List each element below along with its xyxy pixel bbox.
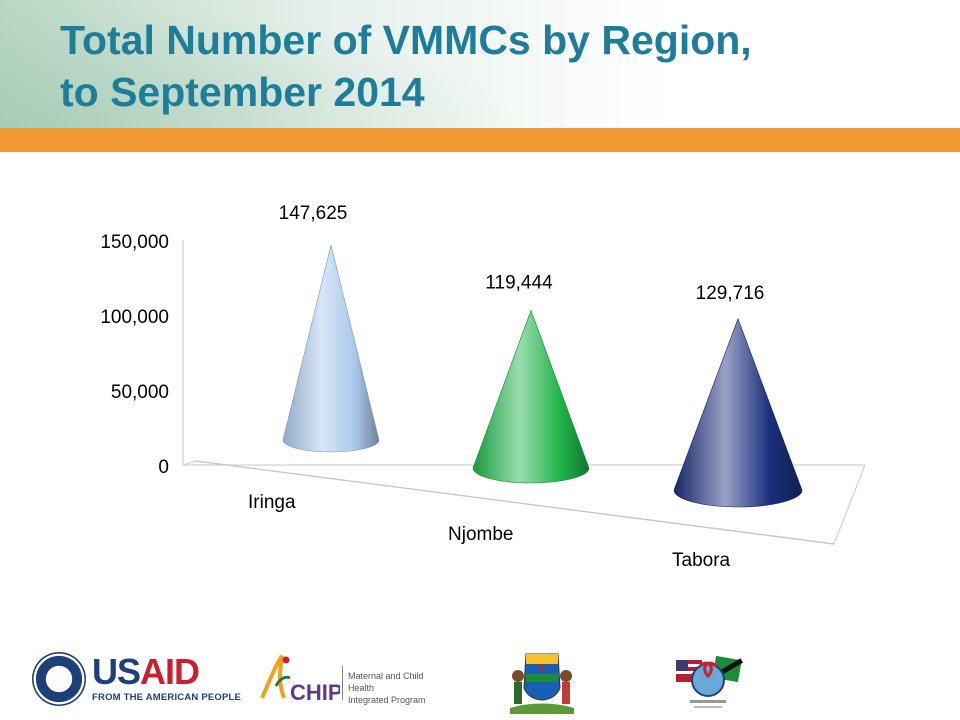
cone-bar-chart: 0 50,000 100,000 150,000 147,625 119,444 129,…: [100, 203, 866, 571]
slide-title-line-1: Total Number of VMMCs by Region,: [60, 17, 752, 63]
data-labels: 147,625 119,444 129,716: [279, 203, 765, 304]
cone-bar-iringa: [282, 245, 380, 453]
x-axis-ticks: Iringa Njombe Tabora: [248, 492, 731, 571]
usaid-aid: AID: [140, 651, 200, 692]
floor-sides: [182, 460, 866, 545]
cone-bar-tabora: [673, 317, 803, 508]
usaid-tagline: FROM THE AMERICAN PEOPLE: [92, 692, 242, 703]
chart-frame: [182, 240, 866, 545]
header-swoosh: [0, 0, 520, 128]
y-tick-label: 50,000: [111, 382, 169, 403]
x-tick-label-iringa: Iringa: [248, 492, 296, 513]
data-label-tabora: 129,716: [696, 283, 765, 304]
mchip-program-name: Maternal and Child Health Integrated Pro…: [348, 670, 436, 706]
y-axis-ticks: 0 50,000 100,000 150,000: [100, 232, 169, 478]
mchip-mark-text: CHIP: [290, 680, 340, 705]
usaid-wordmark: USAID: [92, 651, 200, 692]
x-tick-label-tabora: Tabora: [672, 550, 731, 571]
y-tick-label: 150,000: [100, 232, 169, 253]
usaid-us: US: [92, 651, 141, 692]
data-label-njombe: 119,444: [485, 272, 553, 293]
chart-cones: [282, 245, 803, 508]
mchip-line-2: Integrated Program: [348, 695, 426, 705]
tanzania-coat-of-arms-icon: [510, 653, 574, 714]
mchip-logo: CHIP Maternal and Child Health Integrate…: [256, 650, 436, 706]
orange-divider-bar: [0, 128, 960, 152]
data-label-iringa: 147,625: [279, 203, 348, 224]
vmmc-partner-logo-icon: [676, 655, 743, 708]
mchip-divider: [342, 666, 343, 700]
cone-bar-njombe: [472, 309, 590, 484]
x-tick-label-njombe: Njombe: [448, 524, 513, 545]
footer-logos: USAID FROM THE AMERICAN PEOPLE CHIP Mate…: [0, 640, 960, 720]
mchip-line-1: Maternal and Child Health: [348, 671, 424, 693]
slide-title: Total Number of VMMCs by Region, to Sept…: [60, 14, 920, 118]
slide-title-line-2: to September 2014: [60, 69, 425, 115]
floor-front-edge: [195, 460, 835, 545]
y-tick-label: 0: [158, 457, 169, 478]
usaid-seal-icon: [32, 652, 86, 706]
y-tick-label: 100,000: [100, 307, 169, 328]
mchip-mark-icon: CHIP: [260, 654, 340, 705]
